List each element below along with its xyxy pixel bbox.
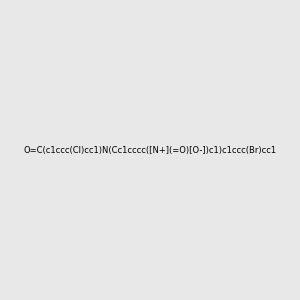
Text: O=C(c1ccc(Cl)cc1)N(Cc1cccc([N+](=O)[O-])c1)c1ccc(Br)cc1: O=C(c1ccc(Cl)cc1)N(Cc1cccc([N+](=O)[O-])…: [23, 146, 277, 154]
